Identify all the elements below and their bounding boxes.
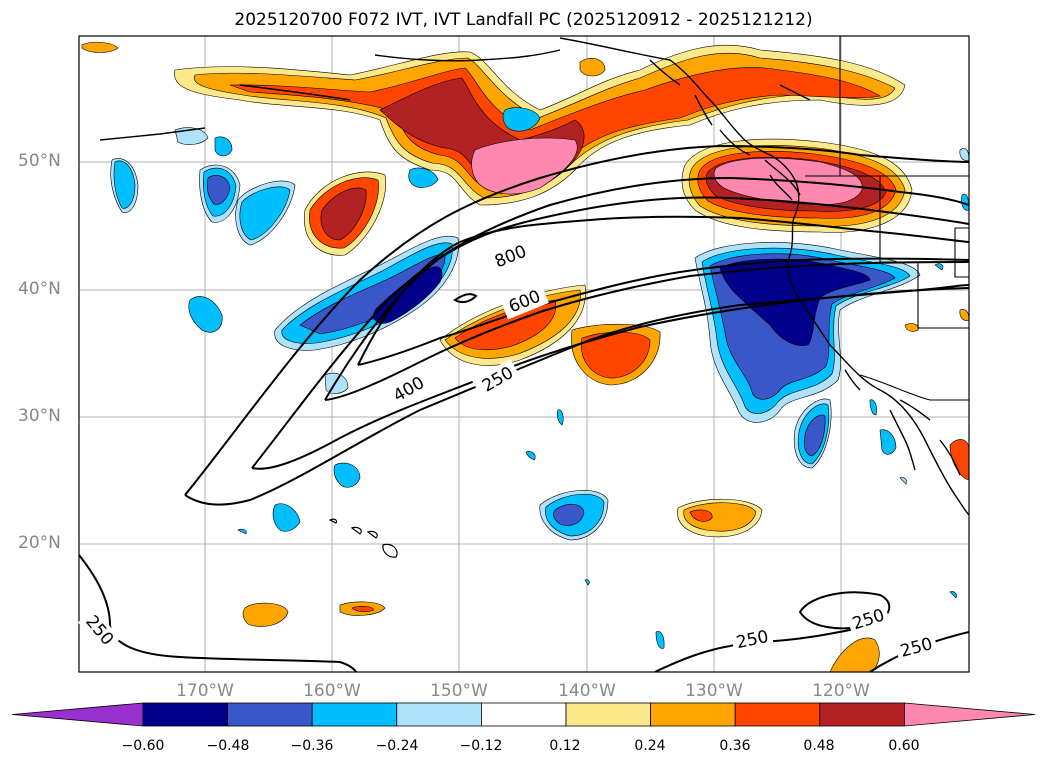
colorbar-tick-neg060: −0.60: [121, 738, 165, 754]
colorbar-tick-024: 0.24: [634, 738, 666, 754]
colorbar-extend-low: [11, 702, 144, 727]
colorbar-tick-neg036: −0.36: [290, 738, 334, 754]
colorbar-tick-060: 0.60: [888, 738, 920, 754]
colorbar-cell: [227, 702, 313, 727]
coastlines: [99, 37, 969, 516]
colorbar-tick-neg012: −0.12: [459, 738, 503, 754]
colorbar-cell: [565, 702, 651, 727]
lon-label-170w: 170°W: [176, 681, 234, 701]
colorbar-cell: [142, 702, 228, 727]
colorbar-cell: [311, 702, 398, 727]
colorbar-tick-neg048: −0.48: [206, 738, 250, 754]
colorbar-cell: [396, 702, 482, 727]
colorbar-cell: [819, 702, 905, 727]
colorbar-cell: [650, 702, 736, 727]
map-frame: [78, 35, 970, 673]
colorbar-extend-high: [904, 702, 1036, 727]
positive-pc-fields: [81, 41, 969, 672]
hawaiian-islands: [328, 518, 398, 558]
colorbar-cell: [734, 702, 821, 727]
lon-label-130w: 130°W: [685, 681, 743, 701]
boundaries: [805, 36, 969, 401]
lon-label-160w: 160°W: [303, 681, 361, 701]
colorbar-tick-012: 0.12: [549, 738, 581, 754]
colorbar-cell: [480, 702, 567, 727]
colorbar-tick-048: 0.48: [803, 738, 835, 754]
lat-label-20n: 20°N: [18, 533, 61, 553]
lat-label-50n: 50°N: [18, 151, 61, 171]
lon-label-120w: 120°W: [812, 681, 870, 701]
lon-label-140w: 140°W: [558, 681, 616, 701]
map-title: 2025120700 F072 IVT, IVT Landfall PC (20…: [234, 10, 813, 30]
lon-label-150w: 150°W: [430, 681, 488, 701]
lat-label-40n: 40°N: [18, 279, 61, 299]
negative-pc-fields: [110, 107, 969, 649]
lat-label-30n: 30°N: [18, 406, 61, 426]
colorbar-tick-036: 0.36: [719, 738, 751, 754]
colorbar-tick-neg024: −0.24: [375, 738, 419, 754]
